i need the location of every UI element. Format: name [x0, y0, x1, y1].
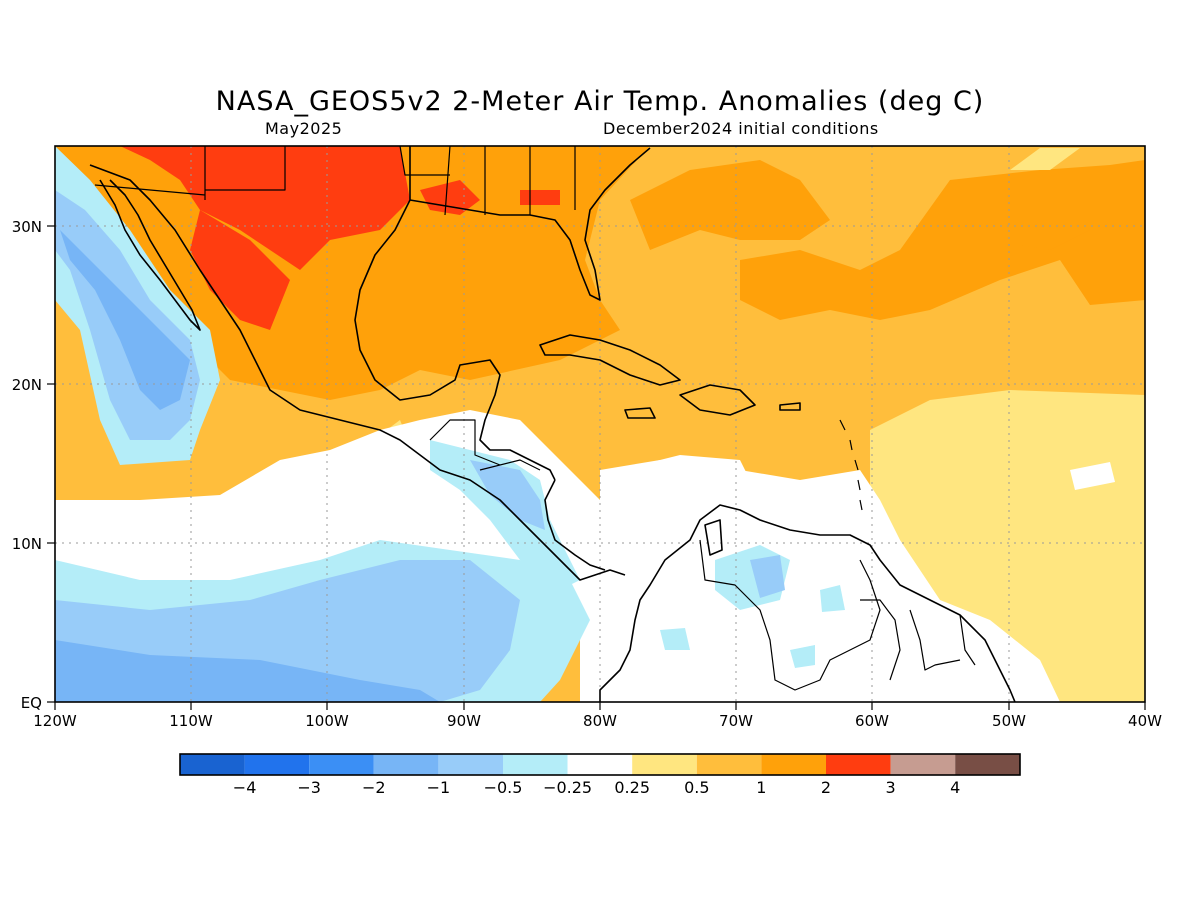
puerto-rico	[779, 402, 801, 411]
colorbar-box	[761, 754, 826, 775]
coastlines	[89, 146, 1016, 702]
y-tick-label: 30N	[12, 218, 42, 236]
initial-conditions: December2024 initial conditions	[603, 119, 879, 138]
colorbar-box	[890, 754, 956, 775]
field-blue-ca	[470, 460, 545, 530]
field-hot-3	[520, 190, 560, 205]
colorbar-box	[632, 754, 697, 775]
x-tick-label: 60W	[855, 712, 889, 730]
field-atl-1	[630, 160, 830, 250]
field-hot-gulf	[420, 180, 480, 215]
hispaniola	[679, 384, 756, 416]
field-pale-atl	[870, 390, 1145, 702]
colorbar-label: 0.5	[684, 778, 709, 797]
colorbar-box	[180, 754, 245, 775]
mexico-west-coast	[89, 164, 626, 581]
colorbar-frame	[179, 753, 1021, 776]
colorbar-label: 2	[821, 778, 831, 797]
field-sa-cyan-3	[660, 628, 690, 650]
field-deep-pac	[55, 640, 440, 702]
y-tick-labels: EQ 10N 20N 30N	[12, 218, 42, 712]
y-tick-label: 20N	[12, 376, 42, 394]
antilles	[839, 419, 863, 511]
cuba	[539, 334, 681, 386]
maracaibo	[704, 519, 723, 556]
forecast-month: May2025	[265, 119, 343, 138]
colorbar-label: 0.25	[614, 778, 650, 797]
colorbar-label: 4	[950, 778, 960, 797]
x-tick-label: 100W	[305, 712, 349, 730]
colorbar-label: −1	[427, 778, 451, 797]
colorbar-box	[309, 754, 374, 775]
gulf-coast	[354, 146, 556, 481]
field-sa-cyan-4	[820, 585, 845, 612]
x-tick-label: 50W	[992, 712, 1026, 730]
colorbar-label: −2	[362, 778, 386, 797]
field-cyan-ca	[430, 440, 580, 590]
y-tick-label: EQ	[21, 694, 42, 712]
colorbar-label: −4	[233, 778, 257, 797]
colorbar-label: −0.5	[484, 778, 523, 797]
field-sa-cyan-2	[750, 555, 785, 598]
guatemala-border	[429, 419, 541, 471]
x-tick-label: 70W	[719, 712, 753, 730]
field-hot-mexico	[120, 146, 410, 270]
jamaica	[624, 407, 656, 419]
colorbar-box	[373, 754, 439, 775]
x-tick-label: 40W	[1128, 712, 1162, 730]
colorbar-box	[696, 754, 762, 775]
x-tick-label: 120W	[33, 712, 77, 730]
state-borders	[94, 146, 576, 216]
sa-borders	[699, 539, 976, 691]
field-pale-ne	[1010, 148, 1080, 170]
colorbar-box	[244, 754, 310, 775]
field-sa-cyan-5	[790, 645, 815, 668]
field-deep-nw	[60, 230, 190, 410]
y-tick-label: 10N	[12, 535, 42, 553]
colorbar-box	[826, 754, 891, 775]
colorbar-boxes	[180, 754, 1020, 775]
x-tick-label: 110W	[169, 712, 213, 730]
colorbar-label: −0.25	[543, 778, 592, 797]
field-hot-2	[190, 210, 290, 330]
graticule	[55, 146, 1145, 702]
central-america-east	[544, 479, 606, 571]
x-tick-label: 80W	[583, 712, 617, 730]
baja-coast	[99, 179, 201, 331]
colorbar-box	[503, 754, 568, 775]
colorbar: −4 −3 −2 −1 −0.5 −0.25 0.25 0.5 1 2 3 4	[179, 753, 1021, 797]
tick-marks	[47, 225, 1146, 710]
colorbar-box	[567, 754, 633, 775]
colorbar-label: 1	[756, 778, 766, 797]
field-atl-3	[980, 200, 1090, 250]
x-tick-label: 90W	[447, 712, 481, 730]
field-neutral-carib	[620, 455, 760, 510]
colorbar-label: 3	[886, 778, 896, 797]
chart-title: NASA_GEOS5v2 2-Meter Air Temp. Anomalies…	[215, 86, 985, 117]
colorbar-label: −3	[297, 778, 321, 797]
colorbar-box	[438, 754, 503, 775]
field-white-blob	[1070, 462, 1115, 490]
map-fields	[55, 146, 1145, 702]
x-tick-labels: 120W 110W 100W 90W 80W 70W 60W 50W 40W	[33, 712, 1162, 730]
colorbar-box	[955, 754, 1020, 775]
